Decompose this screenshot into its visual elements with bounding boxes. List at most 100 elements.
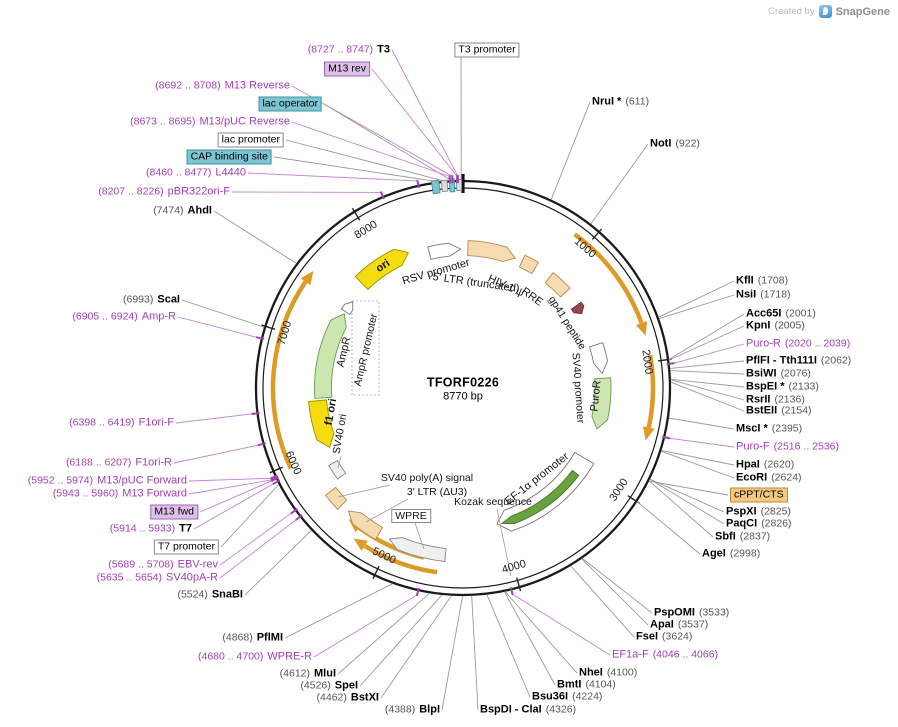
- callout-pflmi[interactable]: (4868) PflMI: [222, 632, 283, 645]
- callout-agei[interactable]: AgeI (2998): [702, 548, 760, 561]
- callout-hpai[interactable]: HpaI (2620): [736, 459, 794, 472]
- callout-snabi[interactable]: (5524) SnaBI: [177, 589, 243, 602]
- feature-ef1a-promoter[interactable]: [496, 451, 595, 532]
- orf-arrow[interactable]: [646, 354, 656, 428]
- callout-puro-r[interactable]: Puro-R (2020 .. 2039): [746, 338, 850, 351]
- feature-gp41-peptide[interactable]: [570, 301, 585, 315]
- callout-m13-fwd[interactable]: M13 fwd: [150, 504, 198, 520]
- callout-bsiwi[interactable]: BsiWI (2076): [746, 368, 811, 381]
- callout-bmti[interactable]: BmtI (4104): [557, 679, 616, 692]
- callout-lac-operator[interactable]: lac operator: [258, 96, 322, 112]
- callout-ebv-rev[interactable]: (5689 .. 5708) EBV-rev: [108, 559, 218, 572]
- callout-ahdi[interactable]: (7474) AhdI: [153, 205, 212, 218]
- callout-nsii[interactable]: NsiI (1718): [736, 289, 791, 302]
- callout-kpni[interactable]: KpnI (2005): [746, 320, 805, 333]
- callout-m13-forward[interactable]: (5943 .. 5960) M13 Forward: [53, 488, 187, 501]
- inner-label-3-ltr-u3[interactable]: 3' LTR (ΔU3): [406, 486, 468, 498]
- callout-fsei[interactable]: FseI (3624): [636, 631, 692, 644]
- primer-site-tick[interactable]: [272, 479, 281, 485]
- callout-sbfi[interactable]: SbfI (2837): [715, 531, 770, 544]
- feature-sv40-ori[interactable]: [328, 459, 347, 480]
- feature-lac-promoter[interactable]: [440, 179, 449, 193]
- callout-nhei[interactable]: NheI (4100): [579, 667, 637, 680]
- feature-5-ltr-truncated[interactable]: [467, 240, 517, 262]
- feature-f1-ori[interactable]: [308, 399, 335, 449]
- callout-pbr322ori-f[interactable]: (8207 .. 8226) pBR322ori-F: [98, 186, 230, 199]
- callout-l4440[interactable]: (8460 .. 8477) L4440: [146, 167, 246, 180]
- orf-arrow[interactable]: [573, 232, 644, 324]
- primer-site-tick[interactable]: [269, 474, 278, 480]
- primer-site-tick[interactable]: [509, 587, 514, 596]
- feature-wpre[interactable]: [388, 537, 447, 562]
- primer-site-tick[interactable]: [255, 336, 265, 341]
- callout-blpi[interactable]: (4388) BlpI: [385, 704, 440, 717]
- feature-ampr-promoter[interactable]: [340, 301, 354, 316]
- callout-msci[interactable]: MscI * (2395): [736, 423, 802, 436]
- feature-cap-binding-site[interactable]: [430, 179, 441, 195]
- feature-puror[interactable]: [591, 377, 612, 430]
- callout-noti[interactable]: NotI (922): [650, 138, 700, 151]
- callout-cppt-cts[interactable]: cPPT/CTS: [730, 487, 788, 503]
- callout-m13-puc-reverse[interactable]: (8673 .. 8695) M13/pUC Reverse: [130, 116, 290, 129]
- inner-label-wpre[interactable]: WPRE: [391, 509, 431, 523]
- orf-arrow[interactable]: [270, 280, 308, 470]
- feature-ef1a-promoter-core[interactable]: [500, 469, 580, 525]
- primer-site-tick[interactable]: [415, 587, 420, 597]
- callout-lac-promoter[interactable]: lac promoter: [217, 132, 284, 148]
- callout-scai[interactable]: (6993) ScaI: [123, 294, 180, 307]
- callout-pspxi[interactable]: PspXI (2825): [726, 506, 791, 519]
- callout-pspomi[interactable]: PspOMI (3533): [654, 607, 729, 620]
- callout-apai[interactable]: ApaI (3537): [650, 619, 708, 632]
- callout-paqci[interactable]: PaqCI (2826): [726, 518, 792, 531]
- callout-t7[interactable]: (5914 .. 5933) T7: [110, 523, 192, 536]
- callout-ef1a-f[interactable]: EF1a-F (4046 .. 4066): [612, 649, 718, 662]
- callout-bstxi[interactable]: (4462) BstXI: [317, 692, 379, 705]
- feature-sv40-polya-signal[interactable]: [324, 486, 348, 510]
- callout-nrui[interactable]: NruI * (611): [592, 96, 649, 109]
- primer-site-tick[interactable]: [379, 191, 385, 200]
- callout-wpre-r[interactable]: (4680 .. 4700) WPRE-R: [198, 651, 312, 664]
- callout-ecori[interactable]: EcoRI (2624): [736, 472, 802, 485]
- callout-kfli[interactable]: KflI (1708): [736, 275, 788, 288]
- callout-m13-puc-forward[interactable]: (5952 .. 5974) M13/pUC Forward: [28, 475, 187, 488]
- primer-site-tick[interactable]: [290, 507, 298, 515]
- feature-ori[interactable]: [354, 248, 409, 291]
- callout-puro-f[interactable]: Puro-F (2516 .. 2536): [736, 441, 839, 454]
- callout-mlui[interactable]: (4612) MluI: [280, 668, 336, 681]
- callout-bspdi-clai[interactable]: BspDI - ClaI (4326): [480, 704, 576, 717]
- primer-site-tick[interactable]: [448, 175, 452, 184]
- inner-label-kozak-sequence[interactable]: Kozak sequence: [454, 496, 532, 508]
- callout-f1ori-r[interactable]: (6188 .. 6207) F1ori-R: [66, 457, 172, 470]
- feature-hiv1-psi[interactable]: [518, 254, 540, 275]
- callout-m13-rev[interactable]: M13 rev: [324, 61, 370, 77]
- primer-site-tick[interactable]: [295, 514, 303, 521]
- callout-bsu36i[interactable]: Bsu36I (4224): [532, 691, 602, 704]
- primer-site-tick[interactable]: [661, 435, 671, 440]
- callout-bsteii[interactable]: BstEII (2154): [746, 405, 812, 418]
- primer-site-tick[interactable]: [257, 442, 266, 447]
- primer-site-tick[interactable]: [416, 179, 420, 189]
- callout-f1ori-f[interactable]: (6398 .. 6419) F1ori-F: [69, 417, 174, 430]
- callout-sv40pa-r[interactable]: (5635 .. 5654) SV40pA-R: [97, 572, 218, 585]
- callout-t3[interactable]: (8727 .. 8747) T3: [308, 44, 390, 57]
- callout-m13-reverse[interactable]: (8692 .. 8708) M13 Reverse: [155, 80, 290, 93]
- callout-t7-promoter[interactable]: T7 promoter: [153, 539, 219, 555]
- feature-rre[interactable]: [544, 271, 571, 298]
- inner-label-sv40-poly-a-signal[interactable]: SV40 poly(A) signal: [380, 472, 474, 484]
- callout-amp-r[interactable]: (6905 .. 6924) Amp-R: [72, 311, 176, 324]
- callout-pflfi-tth111i[interactable]: PflFI - Tth111I (2062): [746, 355, 851, 368]
- callout-acc65i[interactable]: Acc65I (2001): [746, 308, 816, 321]
- feature-sv40-promoter[interactable]: [588, 342, 608, 375]
- primer-site-tick[interactable]: [251, 412, 260, 415]
- callout-rsrii[interactable]: RsrII (2136): [746, 394, 805, 407]
- callout-t3-promoter[interactable]: T3 promoter: [454, 42, 520, 58]
- primer-site-tick[interactable]: [666, 362, 675, 366]
- feature-rsv-promoter[interactable]: [427, 242, 462, 260]
- feature-3-ltr-delta-u3[interactable]: [347, 510, 384, 541]
- feature-ampr[interactable]: [314, 313, 347, 399]
- callout-bspei[interactable]: BspEI * (2133): [746, 381, 819, 394]
- callout-cap-binding-site[interactable]: CAP binding site: [186, 149, 272, 165]
- orf-arrow[interactable]: [363, 543, 438, 575]
- primer-site-tick[interactable]: [270, 476, 280, 482]
- callout-spei[interactable]: (4526) SpeI: [300, 680, 358, 693]
